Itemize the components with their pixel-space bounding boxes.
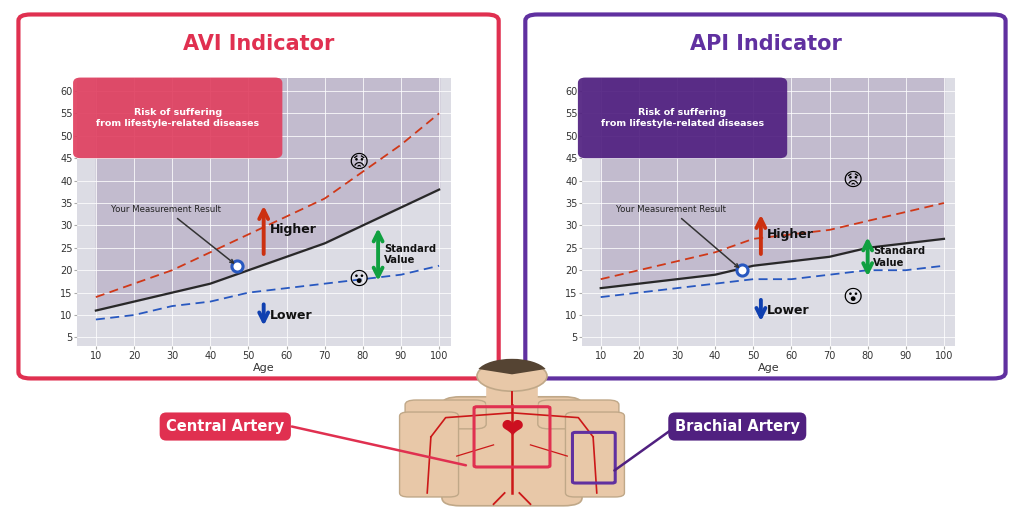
FancyBboxPatch shape [442,397,582,506]
Text: Standard
Value: Standard Value [384,244,436,265]
Text: Risk of suffering
from lifestyle-related diseases: Risk of suffering from lifestyle-related… [96,108,259,128]
Text: ❤: ❤ [501,415,523,443]
Text: Your Measurement Result: Your Measurement Result [616,205,738,267]
Text: Risk of suffering
from lifestyle-related diseases: Risk of suffering from lifestyle-related… [601,108,764,128]
Text: Standard
Value: Standard Value [873,246,926,268]
Text: 😟: 😟 [349,153,370,172]
Circle shape [477,361,547,391]
FancyBboxPatch shape [486,384,538,406]
Text: AVI Indicator: AVI Indicator [183,34,334,54]
Text: Lower: Lower [767,304,809,317]
FancyBboxPatch shape [73,78,283,158]
FancyBboxPatch shape [578,78,787,158]
Text: 😮: 😮 [349,270,370,288]
Text: Central Artery: Central Artery [166,419,285,434]
X-axis label: Age: Age [253,363,274,373]
FancyBboxPatch shape [406,400,486,429]
Text: Brachial Artery: Brachial Artery [675,419,800,434]
Text: Lower: Lower [269,309,312,322]
FancyBboxPatch shape [538,400,618,429]
Text: 😟: 😟 [842,171,862,190]
Text: Your Measurement Result: Your Measurement Result [112,205,233,263]
FancyBboxPatch shape [565,412,625,497]
X-axis label: Age: Age [758,363,779,373]
Text: Higher: Higher [767,228,813,241]
Wedge shape [478,359,546,374]
Text: Higher: Higher [269,223,316,236]
Text: API Indicator: API Indicator [689,34,842,54]
FancyBboxPatch shape [399,412,459,497]
Text: 😮: 😮 [842,287,862,307]
